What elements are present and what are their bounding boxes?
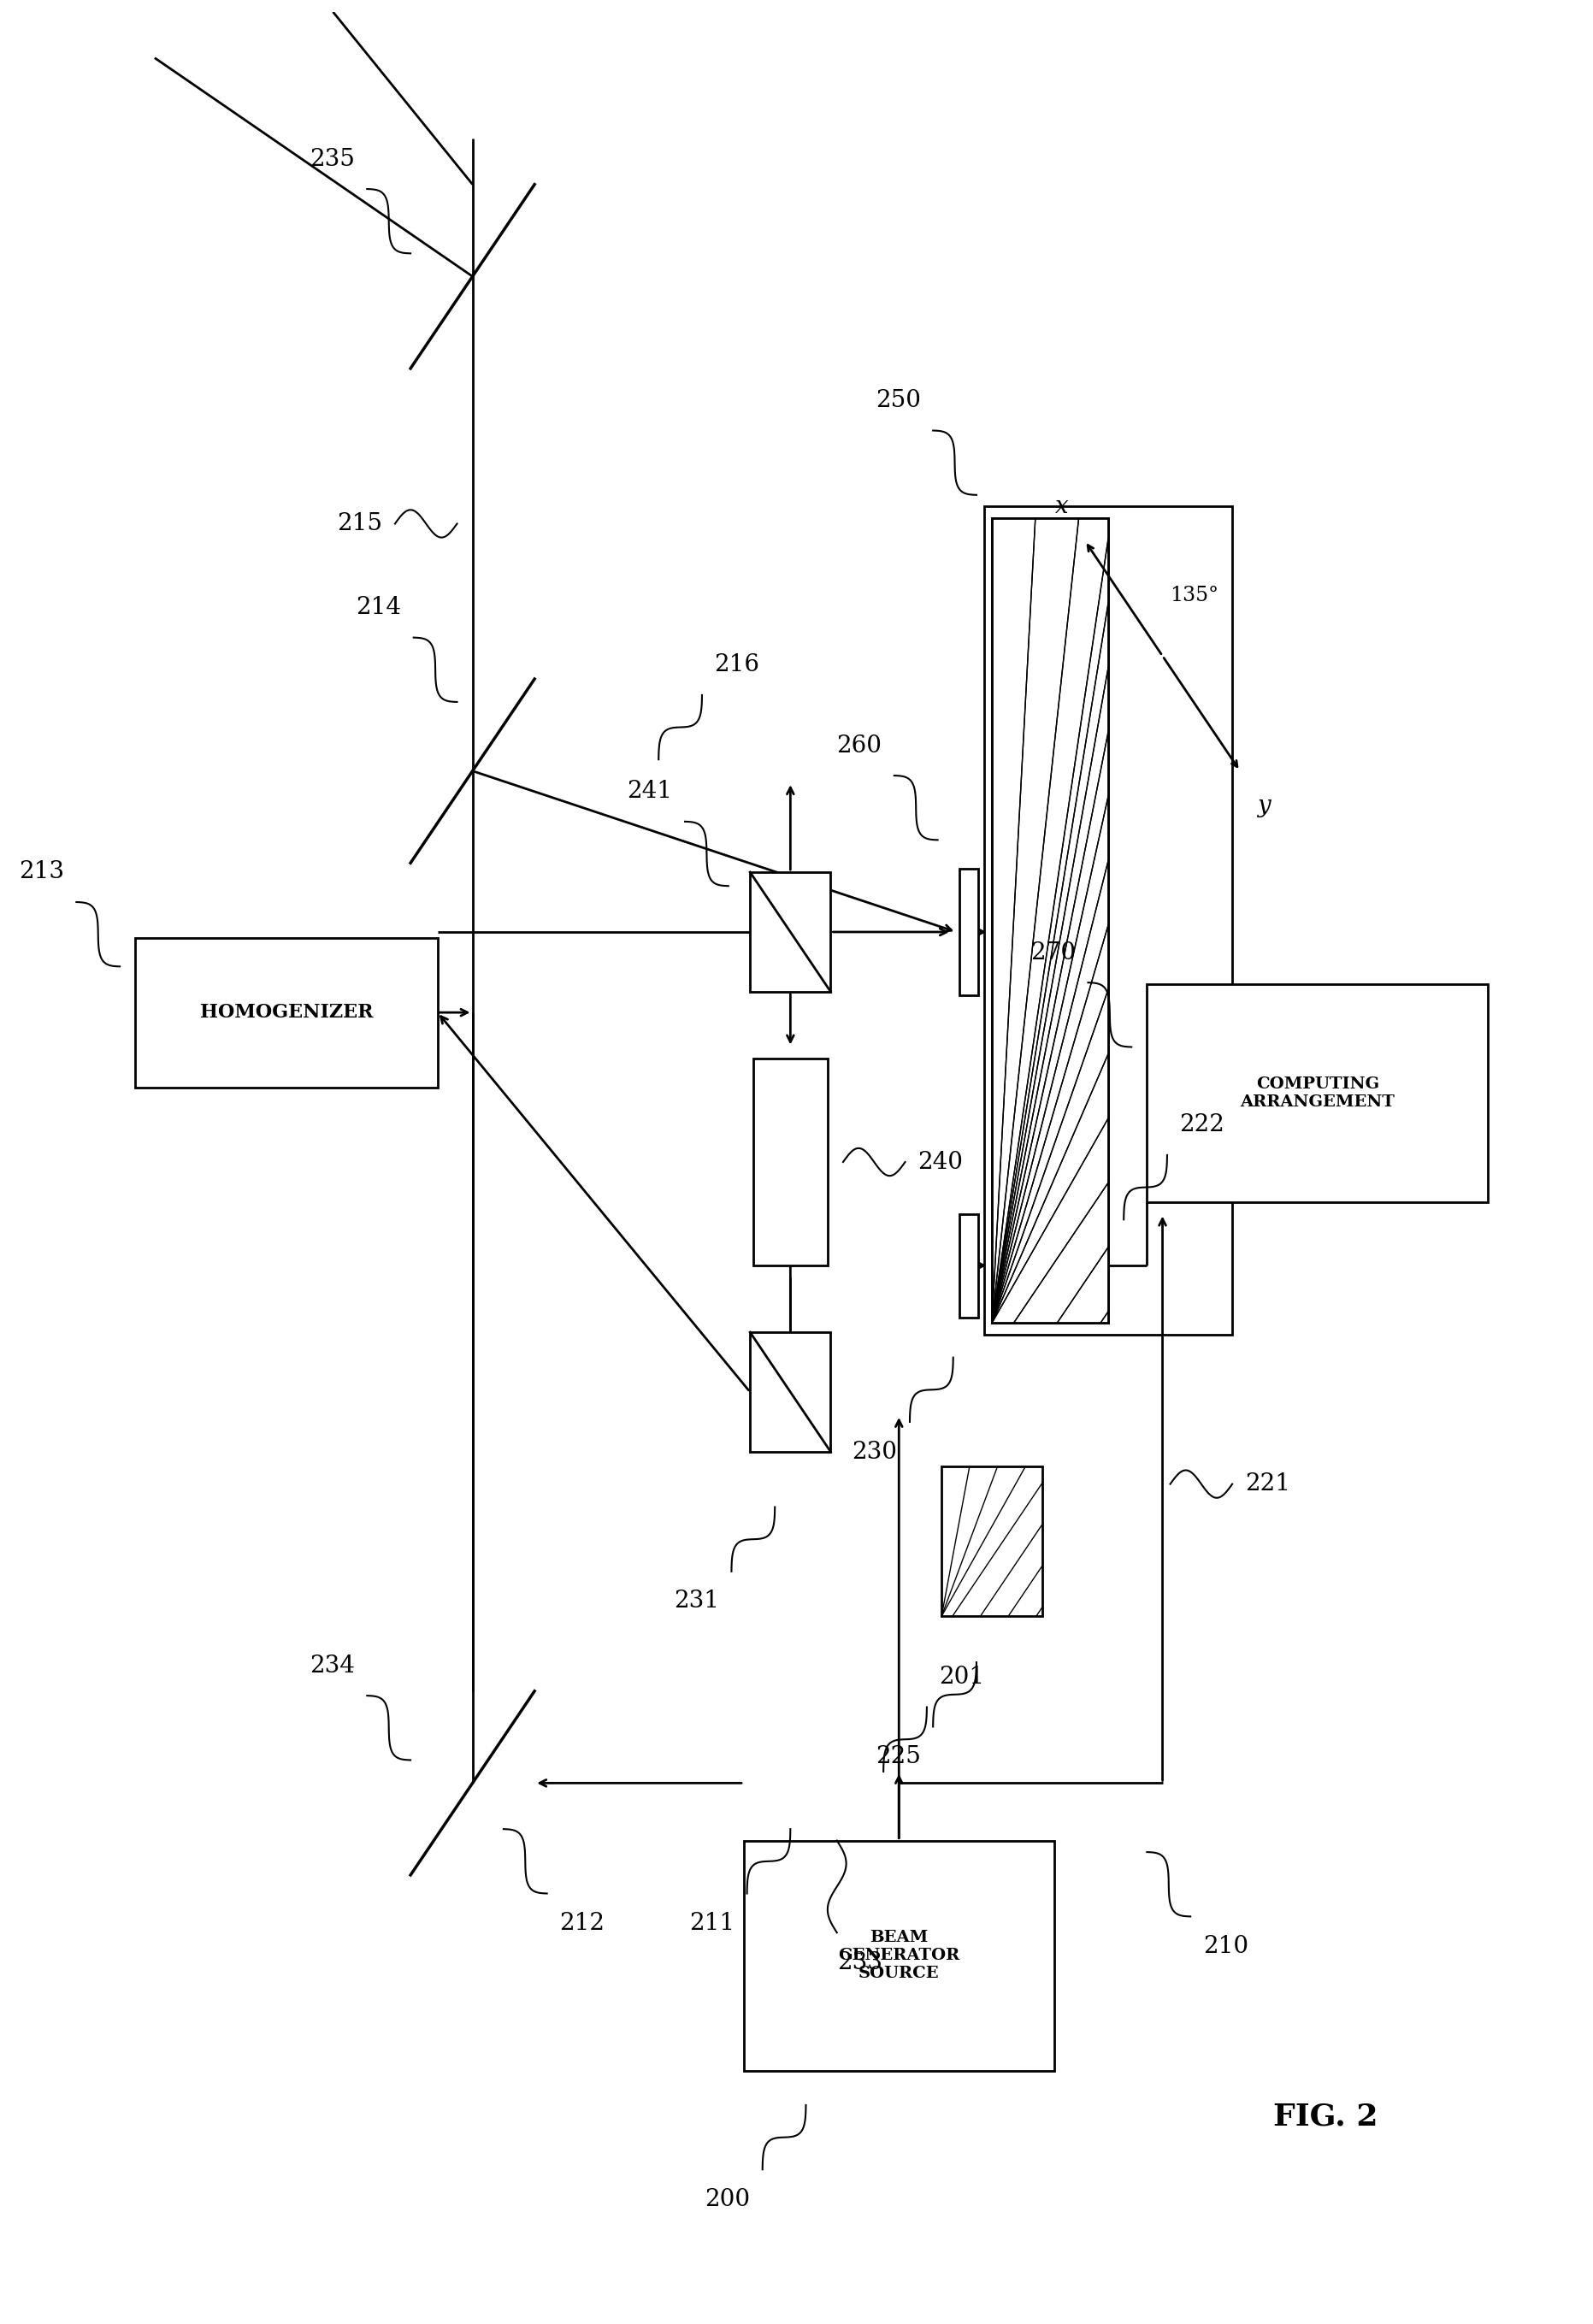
- Bar: [984, 507, 1233, 1334]
- Text: 235: 235: [309, 146, 355, 170]
- Text: 225: 225: [876, 1745, 921, 1769]
- Text: 221: 221: [1244, 1473, 1290, 1497]
- Text: BEAM
GENERATOR
SOURCE: BEAM GENERATOR SOURCE: [838, 1931, 959, 1980]
- Text: 200: 200: [704, 2187, 750, 2210]
- Text: 250: 250: [875, 388, 921, 411]
- Text: 260: 260: [836, 734, 883, 758]
- Text: 234: 234: [309, 1655, 355, 1678]
- Text: 241: 241: [628, 781, 672, 804]
- Bar: [744, 1841, 1055, 2071]
- Text: 215: 215: [338, 511, 382, 535]
- Text: 201: 201: [940, 1666, 984, 1690]
- Bar: [135, 937, 438, 1088]
- Bar: [750, 1332, 830, 1452]
- Text: COMPUTING
ARRANGEMENT: COMPUTING ARRANGEMENT: [1241, 1076, 1395, 1109]
- Bar: [1147, 983, 1488, 1202]
- Bar: [992, 518, 1109, 1322]
- Bar: [750, 872, 830, 992]
- Text: 214: 214: [355, 595, 401, 618]
- Text: 270: 270: [1031, 941, 1075, 964]
- Text: 212: 212: [559, 1913, 605, 1936]
- Text: 233: 233: [836, 1950, 883, 1973]
- Text: 213: 213: [19, 860, 64, 883]
- Text: 240: 240: [918, 1150, 962, 1174]
- Text: HOMOGENIZER: HOMOGENIZER: [199, 1004, 373, 1023]
- Text: y: y: [1257, 795, 1270, 818]
- Text: 211: 211: [690, 1913, 734, 1936]
- Bar: [959, 1213, 978, 1318]
- Bar: [992, 518, 1109, 1322]
- Text: 135°: 135°: [1171, 586, 1219, 604]
- Text: 216: 216: [714, 653, 760, 676]
- Text: 230: 230: [852, 1441, 897, 1464]
- Bar: [753, 1057, 828, 1267]
- Text: 231: 231: [674, 1590, 718, 1613]
- Text: 210: 210: [1203, 1936, 1249, 1957]
- Text: x: x: [1055, 495, 1069, 518]
- Bar: [941, 1466, 1042, 1615]
- Text: FIG. 2: FIG. 2: [1273, 2103, 1378, 2131]
- Bar: [959, 869, 978, 995]
- Text: 222: 222: [1179, 1113, 1225, 1136]
